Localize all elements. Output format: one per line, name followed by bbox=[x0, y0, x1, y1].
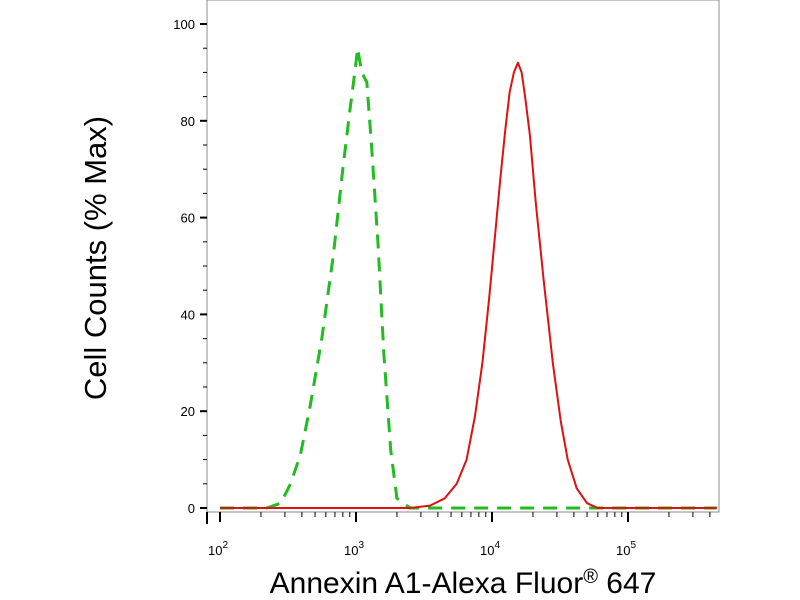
x-axis-title-main: Annexin A1-Alexa Fluor bbox=[270, 567, 584, 600]
y-axis-title: Cell Counts (% Max) bbox=[78, 116, 113, 400]
x-tick-label-base: 10 bbox=[344, 543, 358, 558]
x-tick-label-base: 10 bbox=[208, 543, 222, 558]
x-tick-label-exponent: 5 bbox=[630, 540, 636, 551]
y-tick-label: 0 bbox=[188, 501, 195, 516]
x-tick-label-base: 10 bbox=[616, 543, 630, 558]
x-axis: 102 103 104 105 bbox=[206, 512, 711, 558]
y-tick-label: 80 bbox=[181, 114, 195, 129]
x-axis-title-registered: ® bbox=[583, 566, 598, 588]
x-tick-label-exponent: 3 bbox=[358, 540, 364, 551]
y-tick-label: 100 bbox=[173, 17, 195, 32]
x-tick-label: 102 bbox=[208, 540, 228, 558]
x-tick-label: 104 bbox=[480, 540, 500, 558]
x-tick-label: 103 bbox=[344, 540, 364, 558]
plot-frame bbox=[206, 0, 720, 513]
y-axis: 0 20 40 60 80 100 bbox=[173, 17, 207, 516]
x-axis-title-suffix: 647 bbox=[598, 567, 656, 600]
x-tick-label-exponent: 4 bbox=[494, 540, 500, 551]
series-layer bbox=[220, 46, 717, 510]
y-tick-label: 20 bbox=[181, 404, 195, 419]
x-axis-title: Annexin A1-Alexa Fluor® 647 bbox=[270, 566, 657, 600]
series-2-line bbox=[220, 61, 717, 509]
series-1-line bbox=[220, 46, 717, 510]
x-tick-label: 105 bbox=[616, 540, 636, 558]
x-tick-label-exponent: 2 bbox=[222, 540, 228, 551]
y-tick-label: 40 bbox=[181, 307, 195, 322]
x-tick-label-base: 10 bbox=[480, 543, 494, 558]
y-tick-label: 60 bbox=[181, 211, 195, 226]
